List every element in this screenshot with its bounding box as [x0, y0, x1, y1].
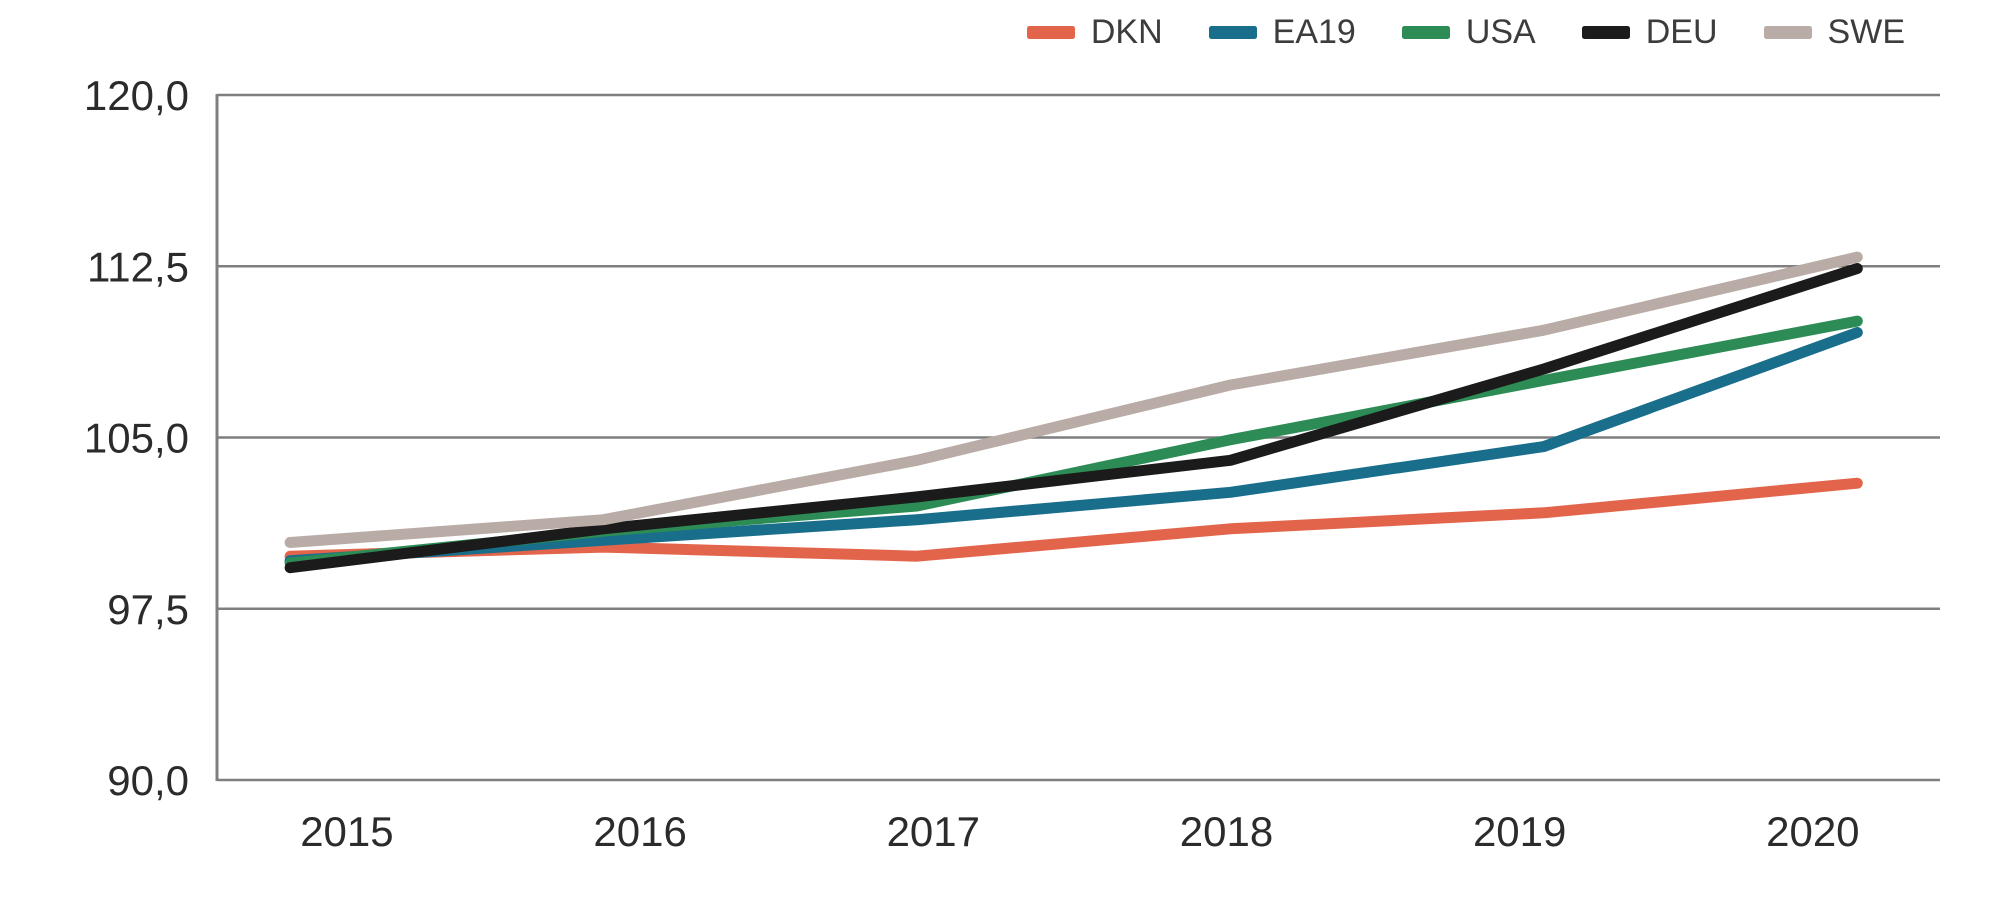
series-line-SWE [284, 251, 1863, 548]
x-tick-label: 2016 [593, 808, 686, 855]
legend-item-USA: USA [1401, 13, 1536, 51]
legend-swatch-EA19 [1208, 25, 1257, 39]
x-tick-label: 2017 [887, 808, 980, 855]
series-line-DEU [284, 263, 1863, 574]
legend-item-EA19: EA19 [1208, 13, 1356, 51]
legend-label: DEU [1645, 13, 1718, 51]
legend-item-DEU: DEU [1581, 13, 1718, 51]
y-tick-label: 90,0 [107, 757, 189, 804]
legend-swatch-USA [1401, 25, 1450, 39]
legend-swatch-SWE [1763, 25, 1812, 39]
legend-label: DKN [1090, 13, 1163, 51]
x-tick-label: 2018 [1180, 808, 1273, 855]
legend-item-SWE: SWE [1763, 13, 1905, 51]
legend-label: EA19 [1272, 13, 1356, 51]
x-tick-label: 2019 [1473, 808, 1566, 855]
x-tick-label: 2020 [1766, 808, 1859, 855]
x-tick-label: 2015 [300, 808, 393, 855]
y-tick-label: 97,5 [107, 586, 189, 633]
y-tick-label: 120,0 [84, 72, 189, 119]
legend-swatch-DEU [1581, 25, 1630, 39]
legend-item-DKN: DKN [1026, 13, 1163, 51]
chart-legend: DKN EA19 USA DEU SWE [1026, 8, 1905, 56]
y-tick-label: 112,5 [87, 243, 189, 290]
legend-label: SWE [1827, 13, 1905, 51]
y-tick-label: 105,0 [84, 415, 189, 462]
legend-swatch-DKN [1026, 25, 1075, 39]
legend-label: USA [1465, 13, 1536, 51]
series-line-EA19 [284, 327, 1863, 567]
